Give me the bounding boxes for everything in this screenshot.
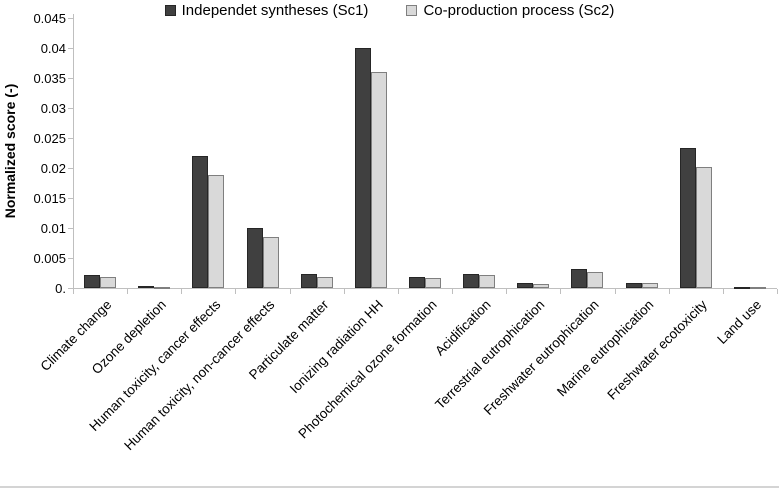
bar-sc2-marine-eutrophication [641,283,658,288]
bar-sc1-freshwater-ecotoxicity [679,148,696,288]
y-tick-mark [68,258,73,259]
bar-sc2-ionizing-radiation-hh [370,72,387,288]
bar-sc1-photochemical-ozone-formation [409,277,425,288]
x-axis-line [73,288,777,289]
y-tick-mark [68,18,73,19]
x-tick-mark [722,289,724,294]
bar-sc2-particulate-matter [316,277,333,288]
legend-swatch-sc1-icon [164,5,176,16]
bar-sc2-freshwater-eutrophication [587,272,604,288]
x-tick-mark [73,289,74,294]
bar-sc2-human-toxicity-non-cancer-effects [262,237,279,288]
bar-sc2-human-toxicity-cancer-effects [208,175,225,288]
x-tick-mark [614,289,616,294]
bar-sc2-freshwater-ecotoxicity [695,167,712,288]
y-tick-mark [68,108,73,109]
x-tick-mark [289,289,291,294]
legend-label-sc1: Independet syntheses (Sc1) [181,2,369,19]
x-category-label: Freshwater ecotoxicity [604,297,711,403]
bar-sc2-photochemical-ozone-formation [425,278,441,288]
y-tick-label: 0.035 [33,71,66,86]
x-tick-mark [235,289,237,294]
x-tick-mark [560,289,562,294]
y-tick-mark [68,78,73,79]
bar-sc1-land-use [733,287,750,289]
y-tick-mark [68,48,73,49]
legend-item-sc2: Co-production process (Sc2) [406,2,614,19]
y-tick-mark [68,198,73,199]
bar-sc1-particulate-matter [300,274,317,288]
y-tick-label: 0.015 [33,191,66,206]
legend-swatch-sc2-icon [406,5,418,16]
y-axis-line [73,14,74,288]
bar-sc1-ozone-depletion [138,286,155,288]
x-tick-mark [668,289,670,294]
bar-sc1-freshwater-eutrophication [571,269,588,288]
x-tick-mark [397,289,399,294]
bar-sc1-marine-eutrophication [625,283,642,288]
x-category-label: Marine eutrophication [553,297,657,400]
bar-sc2-climate-change [100,277,117,288]
x-category-label: Ionizing radiation HH [286,297,386,397]
legend: Independet syntheses (Sc1) Co-production… [0,2,779,19]
bar-sc2-acidification [479,275,496,288]
y-tick-mark [68,228,73,229]
x-tick-mark [127,289,129,294]
bar-sc1-human-toxicity-non-cancer-effects [246,228,263,288]
y-tick-mark [68,168,73,169]
bar-sc2-terrestrial-eutrophication [533,284,550,288]
bar-sc1-human-toxicity-cancer-effects [192,156,209,288]
y-tick-label: 0.04 [40,41,66,56]
bar-sc2-land-use [749,287,766,289]
y-tick-label: 0.025 [33,131,66,146]
x-tick-mark [181,289,183,294]
bar-sc2-ozone-depletion [154,287,171,289]
x-tick-mark [506,289,508,294]
bar-sc1-acidification [463,274,480,288]
legend-label-sc2: Co-production process (Sc2) [423,2,615,19]
x-tick-mark [343,289,345,294]
bar-sc1-terrestrial-eutrophication [517,283,534,288]
bar-sc1-ionizing-radiation-hh [354,48,371,288]
x-category-label: Land use [714,297,765,347]
x-tick-mark [452,289,454,294]
y-tick-label: 0.02 [40,161,66,176]
x-tick-mark [777,289,778,294]
y-tick-label: 0.005 [33,251,66,266]
x-category-label: Terrestrial eutrophication [432,297,548,413]
y-tick-label: 0.03 [40,101,66,116]
bar-sc1-climate-change [84,275,101,288]
y-tick-mark [68,288,73,289]
y-tick-label: 0. [55,281,66,296]
y-tick-label: 0.01 [40,221,66,236]
y-tick-label: 0.045 [33,11,66,26]
y-tick-mark [68,138,73,139]
legend-item-sc1: Independet syntheses (Sc1) [164,2,369,19]
